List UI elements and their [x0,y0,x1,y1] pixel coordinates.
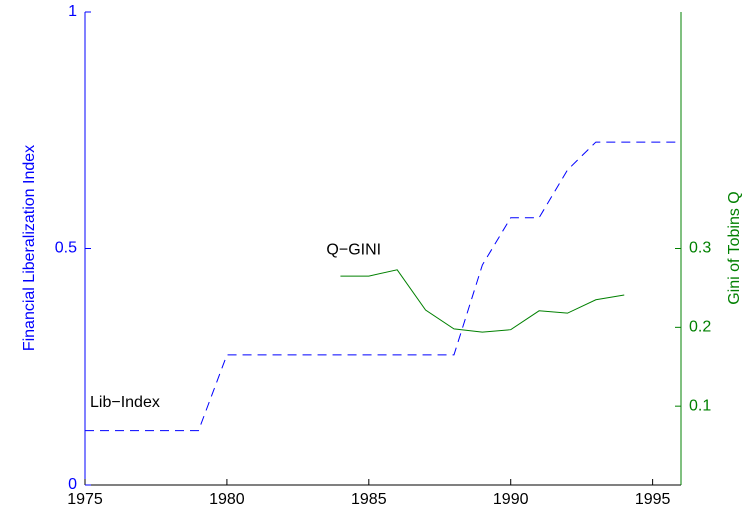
y2-tick-label: 0.2 [689,319,711,336]
series-label: Q−GINI [326,241,381,258]
x-tick-label: 1980 [209,491,245,508]
x-tick-label: 1985 [351,491,387,508]
y-tick-label: 0 [68,476,77,493]
x-tick-label: 1975 [67,491,103,508]
y-tick-label: 0.5 [55,240,77,257]
x-tick-label: 1990 [493,491,529,508]
y-axis-label: Financial Liberalization Index [21,145,38,351]
y2-axis-label: Gini of Tobins Q [726,191,743,305]
y2-tick-label: 0.1 [689,397,711,414]
series-label: Lib−Index [90,394,160,411]
y2-tick-label: 0.3 [689,240,711,257]
x-tick-label: 1995 [635,491,671,508]
series-line [340,269,625,333]
series-line [85,141,681,432]
y-tick-label: 1 [68,3,77,20]
